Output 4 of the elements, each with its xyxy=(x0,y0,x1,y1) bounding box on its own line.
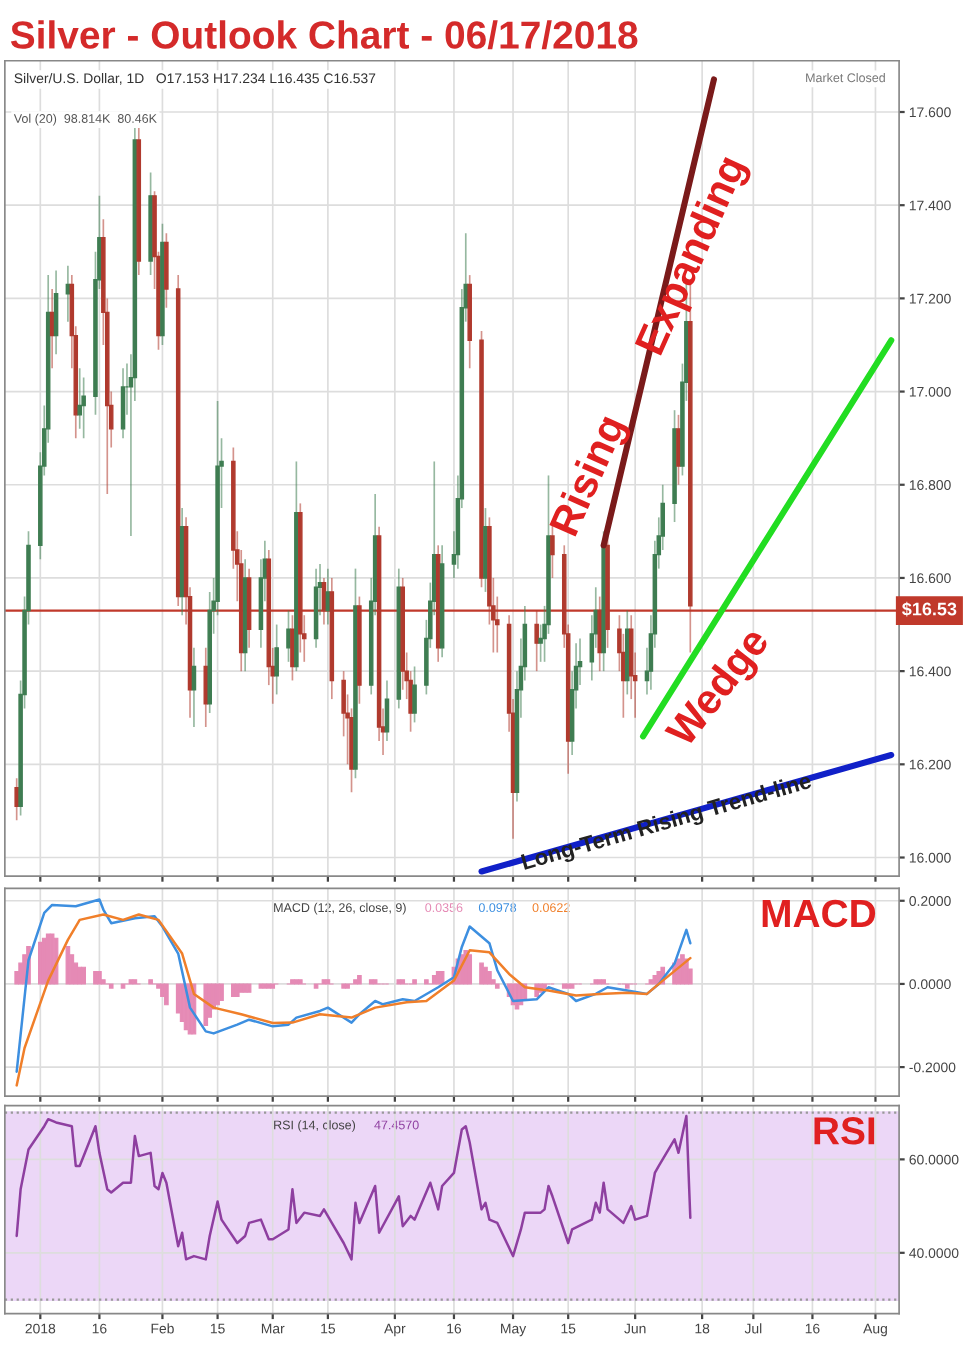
chart-title: MACD xyxy=(762,899,876,928)
chart-title: Silver - Outlook Chart - 06/17/2018 xyxy=(10,20,638,50)
ref-line-label: $16.53 xyxy=(902,601,957,617)
chart-title: RSI xyxy=(814,1117,875,1145)
